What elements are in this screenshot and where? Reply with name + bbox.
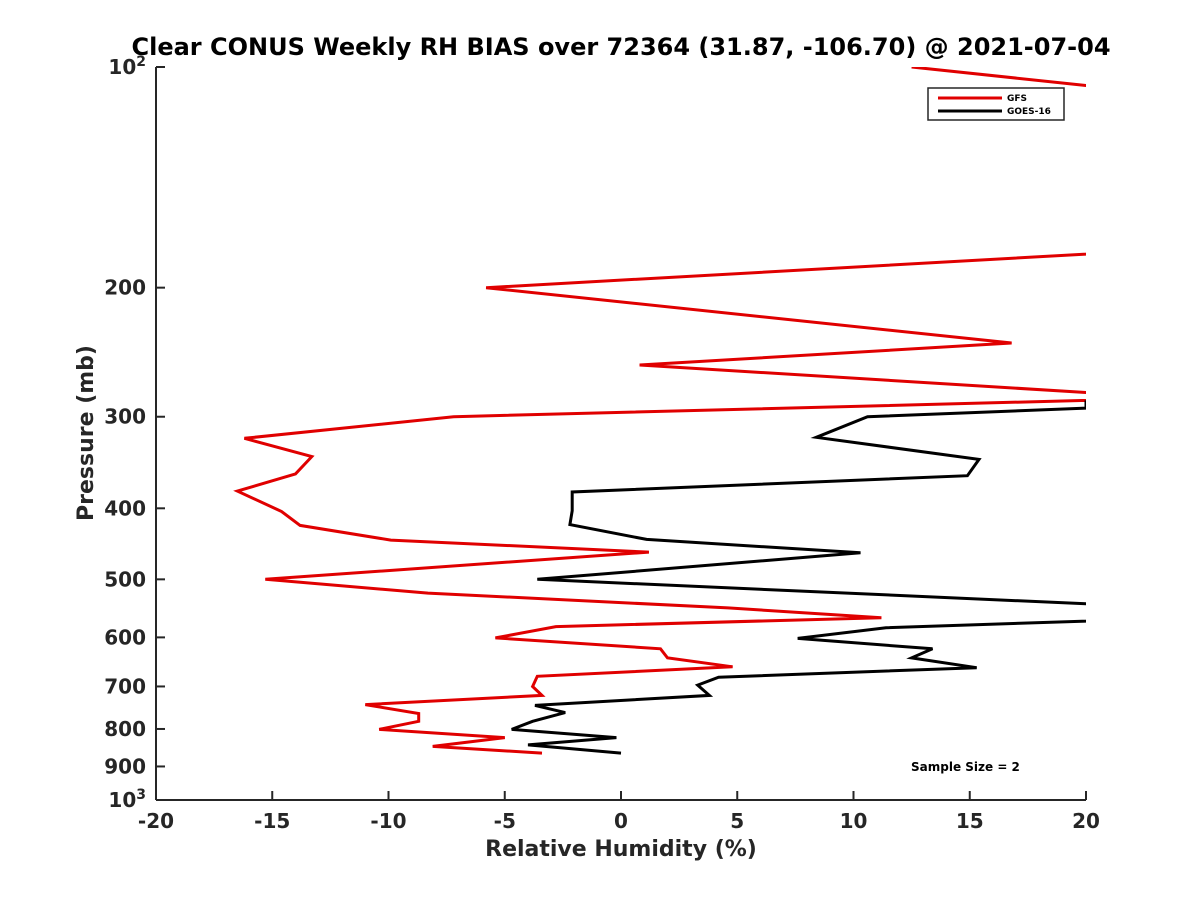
x-tick-label: -15 [254,809,290,833]
y-ticks: 102 200 300 400 500 600 700 800 900 103 [104,54,165,812]
legend-label-gfs: GFS [1007,94,1027,104]
x-ticks: -20 -15 -10 -5 0 5 10 15 20 [138,791,1100,833]
y-tick-label: 102 [108,54,146,79]
series-line-goes16 [511,400,1086,755]
x-tick-label: 0 [614,809,628,833]
x-tick-label: 20 [1072,809,1100,833]
y-tick-label: 900 [104,754,146,778]
y-tick-label: 600 [104,625,146,649]
x-axis-label: Relative Humidity (%) [485,837,757,862]
sample-size-annotation: Sample Size = 2 [911,760,1020,774]
legend-box [927,87,1065,121]
x-tick-label: -20 [138,809,174,833]
x-tick-label: 5 [730,809,744,833]
y-tick-label: 700 [104,674,146,698]
x-tick-label: -10 [370,809,406,833]
x-tick-label: 15 [956,809,984,833]
y-tick-label: 400 [104,496,146,520]
series-line-gfs [233,67,1086,755]
x-tick-label: 10 [840,809,868,833]
y-tick-label: 300 [104,405,146,429]
y-tick-label: 200 [104,276,146,300]
y-axis-label: Pressure (mb) [74,345,99,521]
y-tick-label: 800 [104,717,146,741]
y-tick-label: 103 [108,787,146,812]
legend: GFS GOES-16 [927,87,1065,121]
series-group [233,67,1086,755]
chart-title: Clear CONUS Weekly RH BIAS over 72364 (3… [131,33,1110,61]
x-tick-label: -5 [494,809,516,833]
y-tick-label: 500 [104,567,146,591]
legend-label-goes16: GOES-16 [1007,107,1051,117]
